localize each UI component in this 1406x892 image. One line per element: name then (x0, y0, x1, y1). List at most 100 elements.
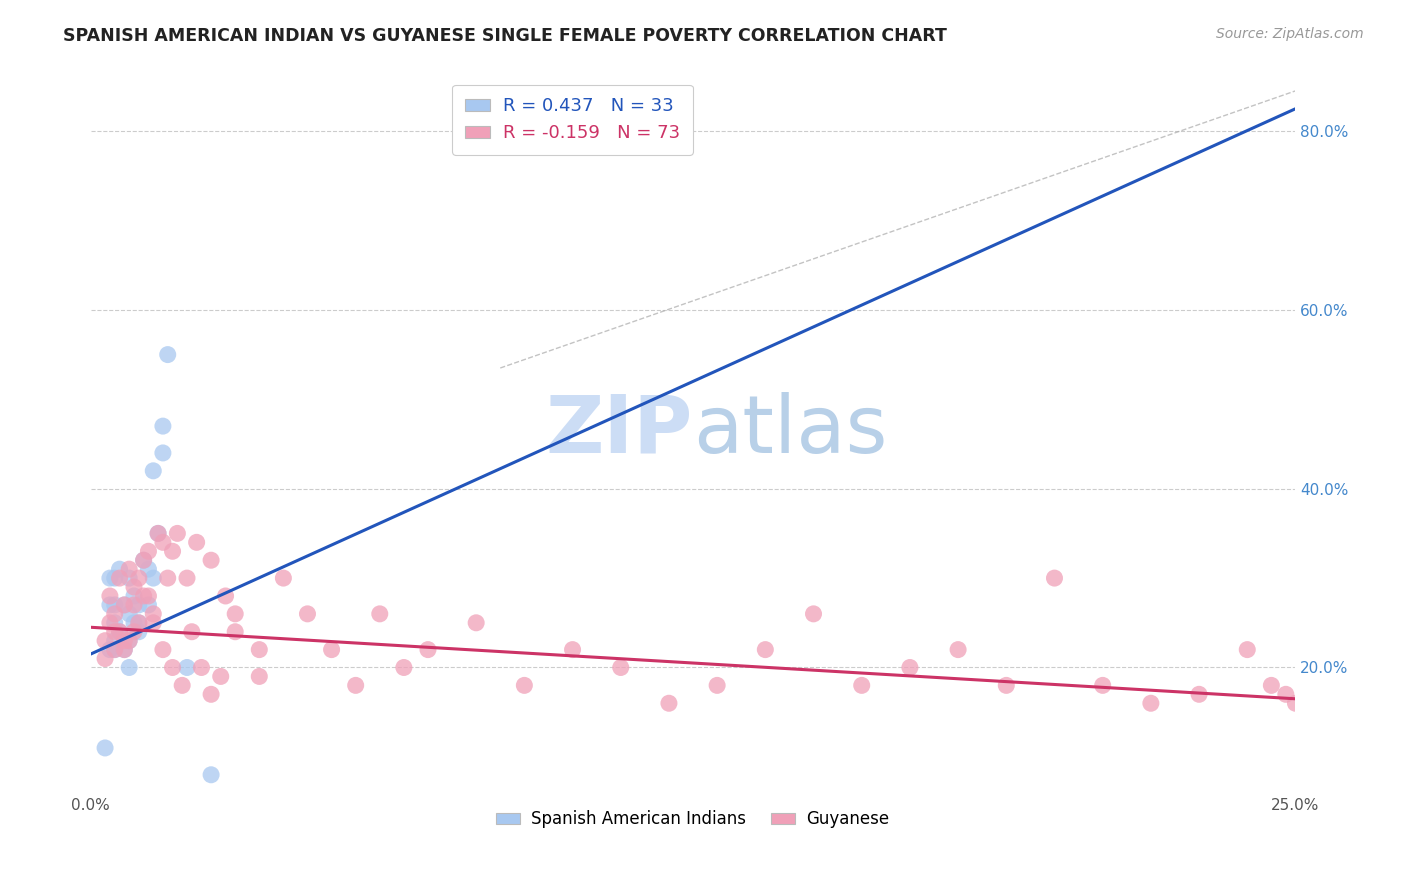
Point (128, 615, 150, 630)
Point (209, 669, 232, 683)
Point (1260, 678, 1282, 692)
Point (273, 571, 295, 585)
Point (1091, 678, 1114, 692)
Point (224, 607, 246, 621)
Point (108, 624, 131, 639)
Point (132, 589, 155, 603)
Point (104, 624, 127, 639)
Point (118, 571, 141, 585)
Point (658, 696, 681, 710)
Point (98, 571, 121, 585)
Point (214, 589, 236, 603)
Point (118, 562, 141, 576)
Text: ZIP: ZIP (546, 392, 693, 469)
Point (142, 464, 165, 478)
Point (297, 607, 319, 621)
Point (1188, 687, 1211, 701)
Point (946, 642, 969, 657)
Point (152, 419, 174, 434)
Point (754, 642, 776, 657)
Point (122, 589, 145, 603)
Point (1284, 696, 1306, 710)
Point (138, 598, 160, 612)
Point (146, 526, 169, 541)
Point (94, 633, 117, 648)
Point (706, 678, 728, 692)
Point (1236, 642, 1258, 657)
Point (142, 571, 165, 585)
Point (186, 535, 208, 549)
Point (146, 526, 169, 541)
Point (118, 607, 141, 621)
Point (180, 624, 202, 639)
Point (162, 544, 184, 558)
Point (122, 580, 145, 594)
Point (128, 624, 150, 639)
Point (416, 642, 439, 657)
Point (98, 642, 121, 657)
Point (172, 678, 194, 692)
Point (138, 589, 160, 603)
Point (190, 660, 212, 674)
Point (104, 615, 127, 630)
Legend: Spanish American Indians, Guyanese: Spanish American Indians, Guyanese (489, 804, 896, 835)
Point (98, 598, 121, 612)
Point (122, 624, 145, 639)
Point (112, 598, 135, 612)
Point (176, 660, 198, 674)
Point (392, 660, 415, 674)
Point (132, 553, 155, 567)
Point (609, 660, 631, 674)
Point (176, 571, 198, 585)
Point (1140, 696, 1163, 710)
Point (898, 660, 921, 674)
Point (156, 571, 179, 585)
Point (513, 678, 536, 692)
Point (247, 642, 270, 657)
Text: atlas: atlas (693, 392, 887, 469)
Point (851, 678, 873, 692)
Point (98, 589, 121, 603)
Point (166, 526, 188, 541)
Point (321, 642, 343, 657)
Point (118, 633, 141, 648)
Point (118, 633, 141, 648)
Point (561, 642, 583, 657)
Point (128, 598, 150, 612)
Point (104, 607, 127, 621)
Point (132, 553, 155, 567)
Point (152, 446, 174, 460)
Point (247, 669, 270, 683)
Point (1275, 687, 1298, 701)
Point (162, 660, 184, 674)
Point (803, 607, 825, 621)
Point (138, 544, 160, 558)
Point (94, 741, 117, 756)
Point (142, 615, 165, 630)
Point (118, 660, 141, 674)
Point (112, 598, 135, 612)
Point (122, 615, 145, 630)
Point (344, 678, 367, 692)
Point (138, 562, 160, 576)
Point (1043, 571, 1066, 585)
Point (94, 651, 117, 665)
Text: Source: ZipAtlas.com: Source: ZipAtlas.com (1216, 27, 1364, 41)
Point (108, 562, 131, 576)
Text: SPANISH AMERICAN INDIAN VS GUYANESE SINGLE FEMALE POVERTY CORRELATION CHART: SPANISH AMERICAN INDIAN VS GUYANESE SING… (63, 27, 948, 45)
Point (104, 642, 127, 657)
Point (112, 642, 135, 657)
Point (104, 598, 127, 612)
Point (224, 624, 246, 639)
Point (104, 633, 127, 648)
Point (995, 678, 1018, 692)
Point (108, 624, 131, 639)
Point (200, 553, 222, 567)
Point (98, 615, 121, 630)
Point (152, 535, 174, 549)
Point (112, 633, 135, 648)
Point (128, 571, 150, 585)
Point (122, 598, 145, 612)
Point (152, 642, 174, 657)
Point (104, 642, 127, 657)
